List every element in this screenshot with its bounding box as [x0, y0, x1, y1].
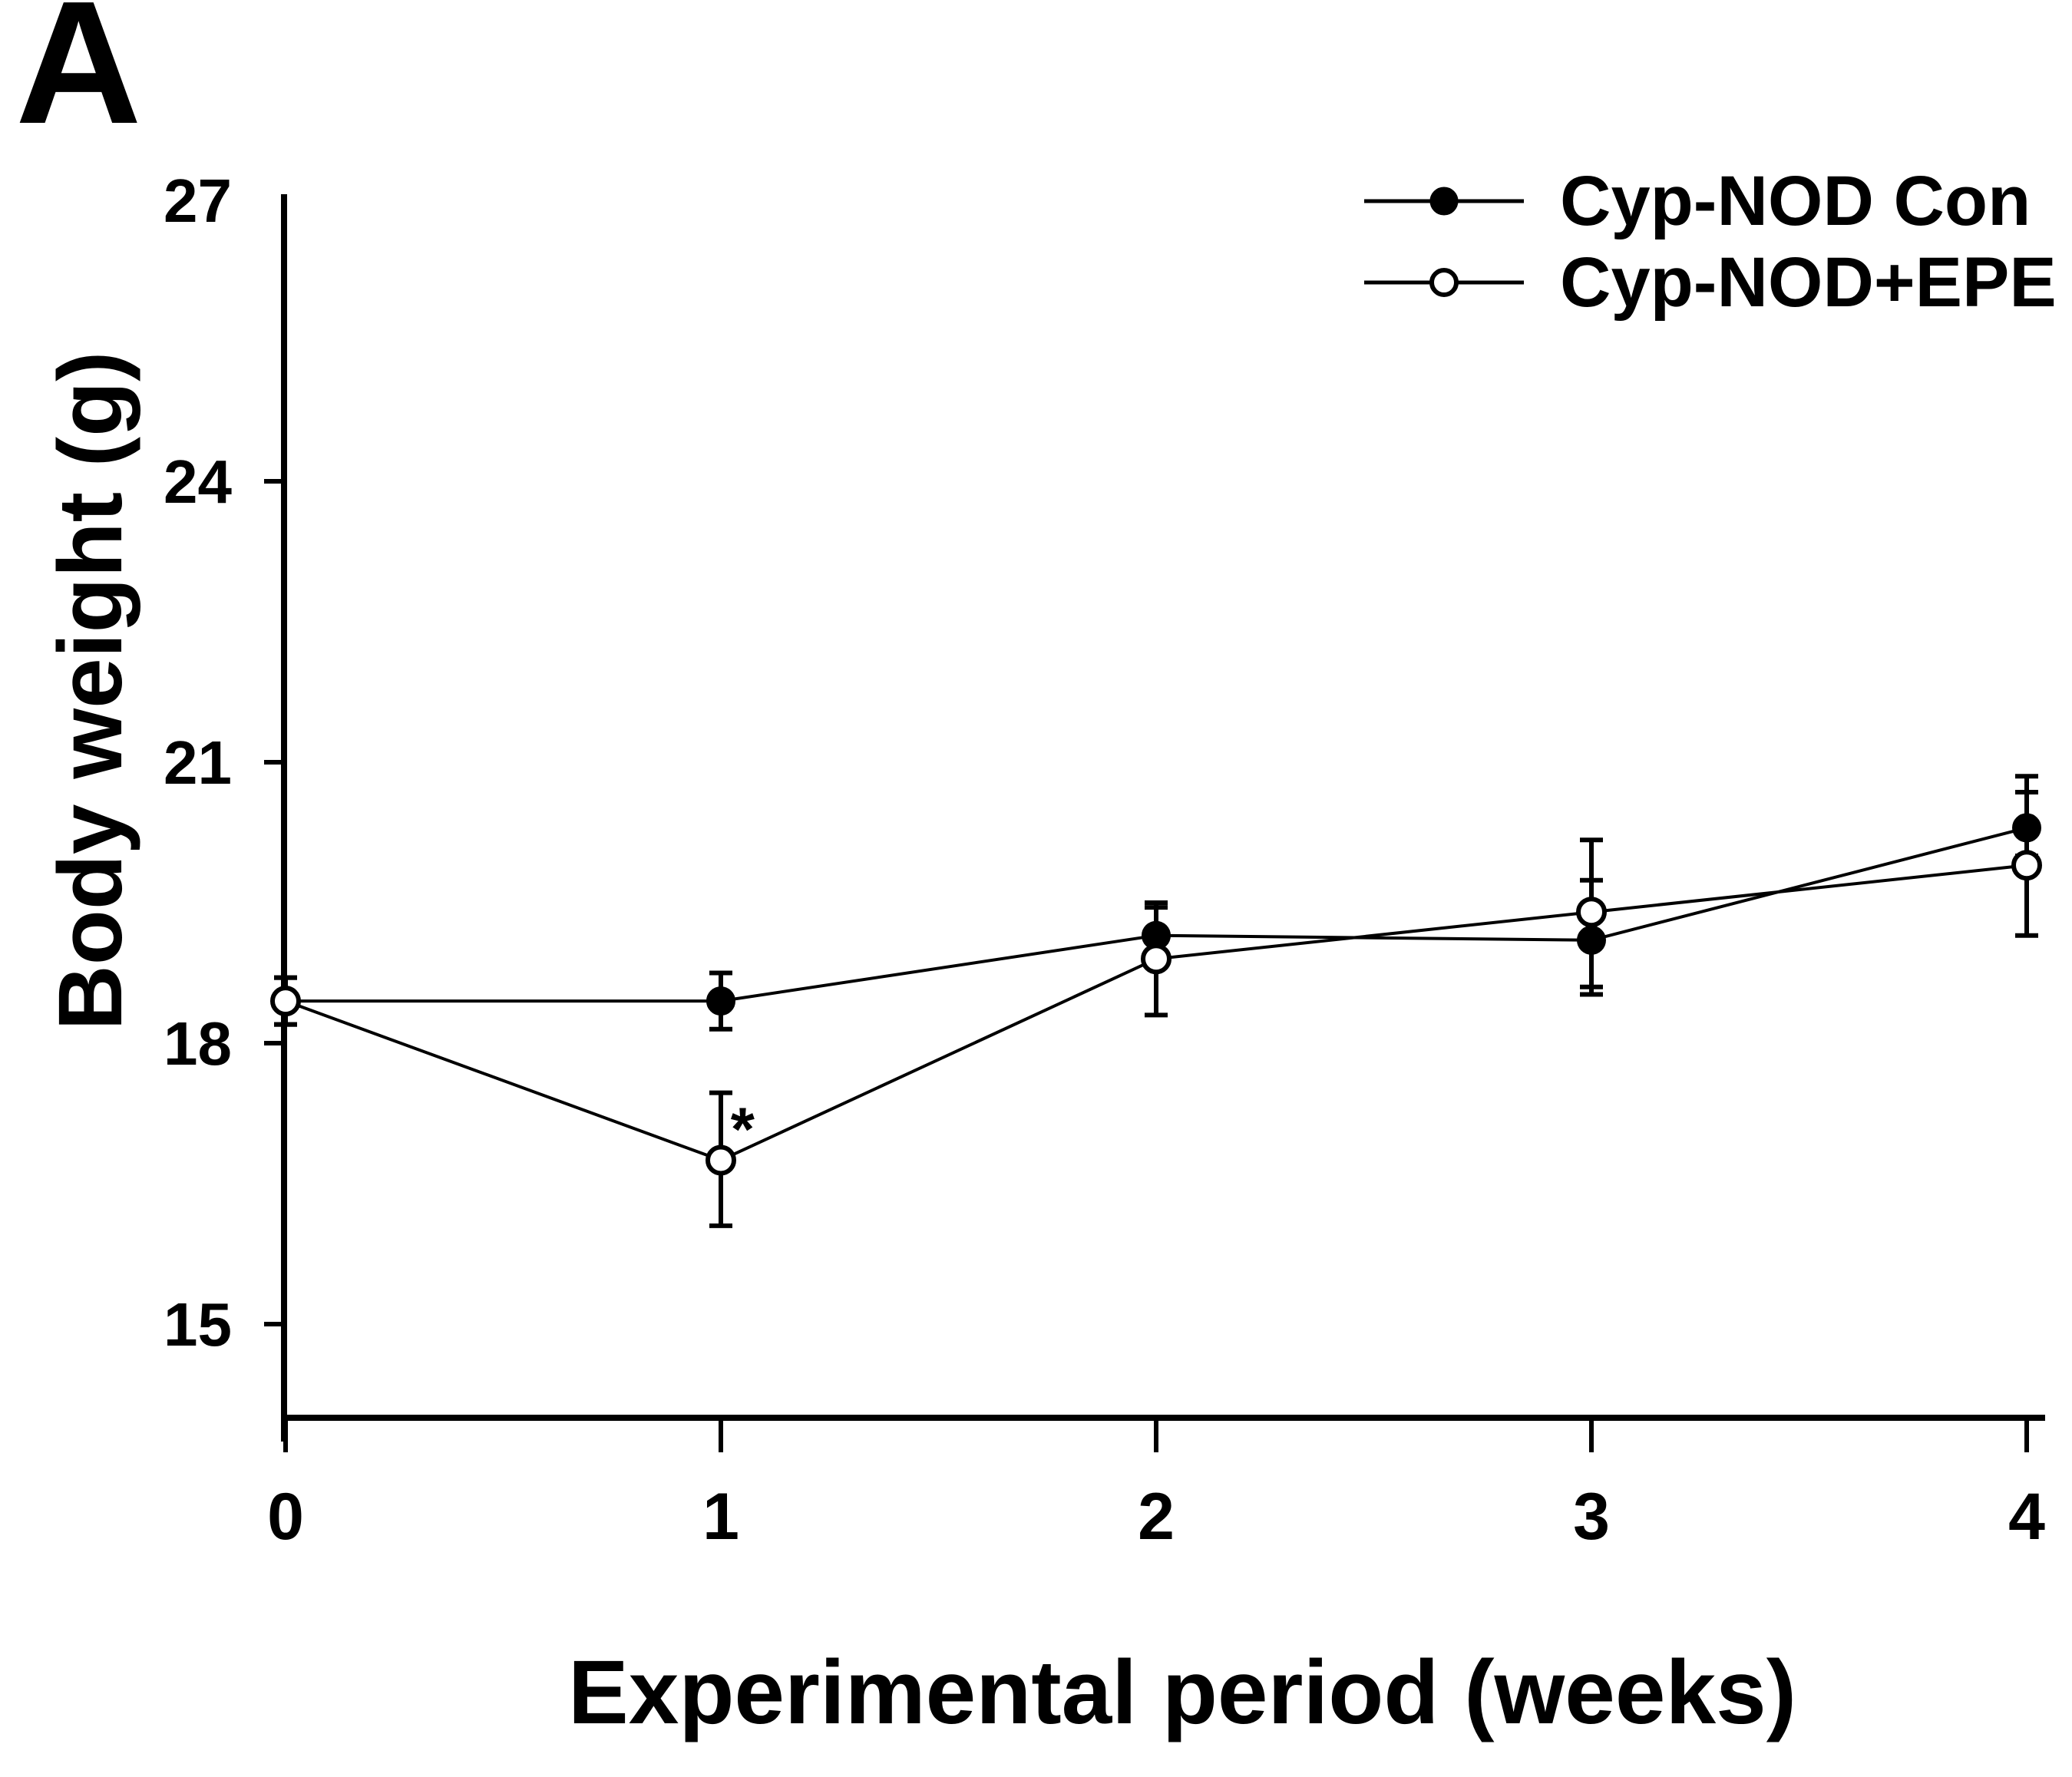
data-point-cyp-nod-epe [270, 986, 301, 1017]
data-point-cyp-nod-epe [1576, 897, 1607, 928]
legend-label-epe: Cyp-NOD+EPE [1560, 243, 2057, 322]
x-tick-label: 1 [702, 1480, 739, 1554]
x-tick-label: 2 [1138, 1480, 1175, 1554]
x-tick-label: 0 [267, 1480, 304, 1554]
open-circle-legend-icon [1364, 268, 1524, 297]
data-point-cyp-nod-epe [1141, 943, 1171, 975]
significance-star: * [731, 1095, 755, 1164]
data-point-cyp-nod-epe [706, 1144, 736, 1176]
legend-item-epe: Cyp-NOD+EPE [1363, 242, 2057, 323]
y-tick-label: 15 [164, 1290, 232, 1359]
y-tick-label: 18 [164, 1009, 232, 1078]
legend: Cyp-NOD Con Cyp-NOD+EPE [1363, 160, 2057, 323]
x-tick-label: 4 [2008, 1480, 2045, 1554]
panel-label: A [15, 0, 142, 160]
y-tick-label: 24 [164, 448, 232, 516]
y-tick-label: 27 [164, 167, 232, 235]
legend-item-con: Cyp-NOD Con [1363, 160, 2057, 242]
data-point-cyp-nod-epe [2011, 850, 2042, 881]
x-tick-label: 3 [1573, 1480, 1610, 1554]
legend-label-con: Cyp-NOD Con [1560, 162, 2031, 240]
filled-circle-legend-icon [1364, 187, 1524, 216]
x-axis-title: Experimental period (weeks) [568, 1642, 1797, 1743]
data-point-cyp-nod-con [706, 986, 735, 1016]
y-tick-label: 21 [164, 728, 232, 797]
